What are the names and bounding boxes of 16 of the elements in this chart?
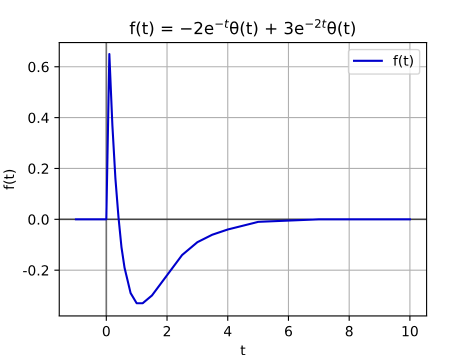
- y-tick-label: 0.6: [28, 62, 49, 72]
- x-tick-label: 6: [285, 326, 292, 336]
- chart-title: f(t) = −2e$^{−t}$θ(t) + 3e$^{−2t}$θ(t): [130, 19, 355, 36]
- x-tick-label: 10: [402, 326, 418, 336]
- x-tick-label: 0: [102, 326, 110, 336]
- y-tick-label: -0.2: [23, 265, 48, 276]
- y-tick-label: 0.2: [28, 163, 48, 174]
- x-tick-label: 8: [346, 326, 353, 336]
- y-tick-label: 0.0: [28, 214, 49, 225]
- legend-label: f(t): [393, 55, 413, 68]
- x-tick-label: 4: [224, 326, 232, 336]
- x-axis-title: t: [240, 345, 246, 355]
- line-series: [74, 53, 411, 304]
- y-axis-title: f(t): [3, 170, 16, 190]
- x-tick-label: 2: [164, 326, 170, 336]
- y-tick-label: 0.4: [28, 112, 49, 124]
